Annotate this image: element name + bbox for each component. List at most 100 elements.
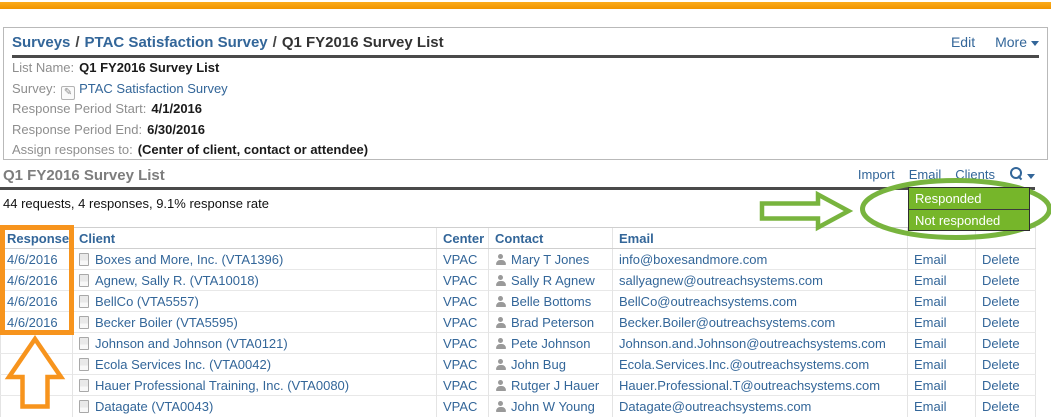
contact-link[interactable]: John W Young (511, 398, 595, 414)
contact-person-icon (495, 253, 506, 265)
breadcrumb-link-survey[interactable]: PTAC Satisfaction Survey (84, 34, 268, 51)
center-value: VPAC (443, 272, 478, 288)
column-header-center[interactable]: Center (436, 227, 489, 249)
client-icon (79, 336, 89, 350)
client-link[interactable]: Hauer Professional Training, Inc. (VTA00… (95, 377, 350, 393)
email-button[interactable]: Email (908, 167, 942, 182)
edit-pencil-icon[interactable]: ✎ (61, 85, 76, 100)
survey-summary-panel: Surveys / PTAC Satisfaction Survey / Q1 FY20… (3, 27, 1048, 160)
row-email-button[interactable]: Email (914, 356, 947, 372)
client-link[interactable]: BellCo (VTA5557) (95, 293, 199, 309)
row-delete-button[interactable]: Delete (982, 377, 1020, 393)
client-link[interactable]: Agnew, Sally R. (VTA10018) (95, 272, 259, 288)
row-delete-button[interactable]: Delete (982, 314, 1020, 330)
row-email-button[interactable]: Email (914, 251, 947, 267)
dropdown-item-responded[interactable]: Responded (915, 191, 982, 206)
contact-link[interactable]: Sally R Agnew (511, 272, 595, 288)
row-delete-button[interactable]: Delete (982, 335, 1020, 351)
import-button[interactable]: Import (857, 167, 895, 182)
contact-link[interactable]: Pete Johnson (511, 335, 591, 351)
green-right-arrow-annotation (759, 190, 854, 232)
contact-link[interactable]: Brad Peterson (511, 314, 595, 330)
column-header-client[interactable]: Client (72, 227, 437, 249)
row-email-button[interactable]: Email (914, 314, 947, 330)
row-email-button[interactable]: Email (914, 377, 947, 393)
breadcrumb-separator: / (272, 34, 277, 51)
clients-button[interactable]: Clients (955, 167, 995, 182)
row-delete-button[interactable]: Delete (982, 272, 1020, 288)
more-menu-button[interactable]: More (995, 34, 1039, 50)
client-link[interactable]: Datagate (VTA0043) (95, 398, 214, 414)
contact-link[interactable]: Belle Bottoms (511, 293, 592, 309)
row-email-button[interactable]: Email (914, 335, 947, 351)
chevron-down-icon (1031, 40, 1039, 46)
breadcrumb-separator: / (75, 34, 80, 51)
row-email-button[interactable]: Email (914, 272, 947, 288)
email-address-link[interactable]: Becker.Boiler@outreachsystems.com (619, 314, 836, 330)
responded-filter-dropdown: Responded Not responded (908, 187, 1030, 231)
contact-link[interactable]: Mary T Jones (511, 251, 590, 267)
row-delete-button[interactable]: Delete (982, 251, 1020, 267)
response-date-link[interactable]: 4/6/2016 (7, 251, 58, 267)
breadcrumb: Surveys / PTAC Satisfaction Survey / Q1 FY20… (12, 28, 1039, 58)
page-title: Q1 FY2016 Survey List (3, 167, 165, 184)
row-email-button[interactable]: Email (914, 293, 947, 309)
table-row: 4/6/2016 Agnew, Sally R. (VTA10018) VPAC… (0, 269, 1036, 291)
response-date-link[interactable]: 4/6/2016 (7, 272, 58, 288)
detail-label: List Name: (12, 60, 75, 75)
detail-value: Q1 FY2016 Survey List (79, 60, 220, 75)
client-link[interactable]: Ecola Services Inc. (VTA0042) (95, 356, 272, 372)
search-filter-button[interactable] (1009, 166, 1035, 183)
center-value: VPAC (443, 398, 478, 414)
table-row: 4/6/2016 Boxes and More, Inc. (VTA1396) … (1, 248, 1036, 270)
email-address-link[interactable]: BellCo@outreachsystems.com (619, 293, 797, 309)
breadcrumb-link-surveys[interactable]: Surveys (12, 34, 71, 51)
table-row: Ecola Services Inc. (VTA0042) VPAC John … (0, 353, 1036, 375)
client-icon (79, 294, 89, 308)
detail-value: (Center of client, contact or attendee) (137, 142, 369, 157)
center-value: VPAC (443, 335, 478, 351)
survey-link[interactable]: PTAC Satisfaction Survey (79, 80, 228, 96)
email-address-link[interactable]: Datagate@outreachsystems.com (619, 398, 812, 414)
row-delete-button[interactable]: Delete (982, 398, 1020, 414)
search-icon (1009, 166, 1023, 180)
column-header-contact[interactable]: Contact (488, 227, 613, 249)
client-icon (79, 399, 89, 413)
client-link[interactable]: Johnson and Johnson (VTA0121) (95, 335, 288, 351)
client-link[interactable]: Boxes and More, Inc. (VTA1396) (95, 251, 284, 267)
contact-person-icon (495, 337, 506, 349)
edit-button[interactable]: Edit (950, 34, 976, 50)
center-value: VPAC (443, 314, 478, 330)
email-address-link[interactable]: Hauer.Professional.T@outreachsystems.com (619, 377, 881, 393)
top-orange-bar (0, 2, 1051, 9)
detail-value: 6/30/2016 (147, 121, 205, 137)
response-date-link[interactable]: 4/6/2016 (7, 293, 58, 309)
client-icon (79, 378, 89, 392)
email-address-link[interactable]: Johnson.and.Johnson@outreachsystems.com (619, 335, 886, 351)
client-icon (79, 252, 89, 266)
detail-label: Response Period End: (12, 121, 143, 137)
row-delete-button[interactable]: Delete (982, 293, 1020, 309)
contact-link[interactable]: Rutger J Hauer (511, 377, 600, 393)
column-header-email[interactable]: Email (612, 227, 908, 249)
row-email-button[interactable]: Email (914, 398, 947, 414)
client-icon (79, 315, 89, 329)
client-link[interactable]: Becker Boiler (VTA5595) (95, 314, 238, 330)
contact-link[interactable]: John Bug (511, 356, 566, 372)
column-header-response[interactable]: Response (0, 227, 73, 249)
survey-list-table: Response Client Center Contact Email 4/6… (0, 227, 1036, 417)
dropdown-item-not-responded[interactable]: Not responded (909, 209, 1029, 230)
row-delete-button[interactable]: Delete (982, 356, 1020, 372)
detail-label: Assign responses to: (12, 142, 133, 157)
more-label: More (995, 34, 1027, 50)
center-value: VPAC (443, 356, 478, 372)
detail-list-name: List Name: Q1 FY2016 Survey List (12, 58, 1039, 79)
detail-survey: Survey: ✎ PTAC Satisfaction Survey (12, 79, 1039, 100)
response-date-link[interactable]: 4/6/2016 (7, 314, 58, 330)
table-row: Datagate (VTA0043) VPAC John W Young Dat… (0, 395, 1036, 417)
detail-label: Response Period Start: (12, 101, 147, 116)
email-address-link[interactable]: Ecola.Services.Inc.@outreachsystems.com (619, 356, 870, 372)
contact-person-icon (495, 316, 506, 328)
email-address-link[interactable]: sallyagnew@outreachsystems.com (619, 272, 823, 288)
email-address-link[interactable]: info@boxesandmore.com (619, 251, 768, 267)
